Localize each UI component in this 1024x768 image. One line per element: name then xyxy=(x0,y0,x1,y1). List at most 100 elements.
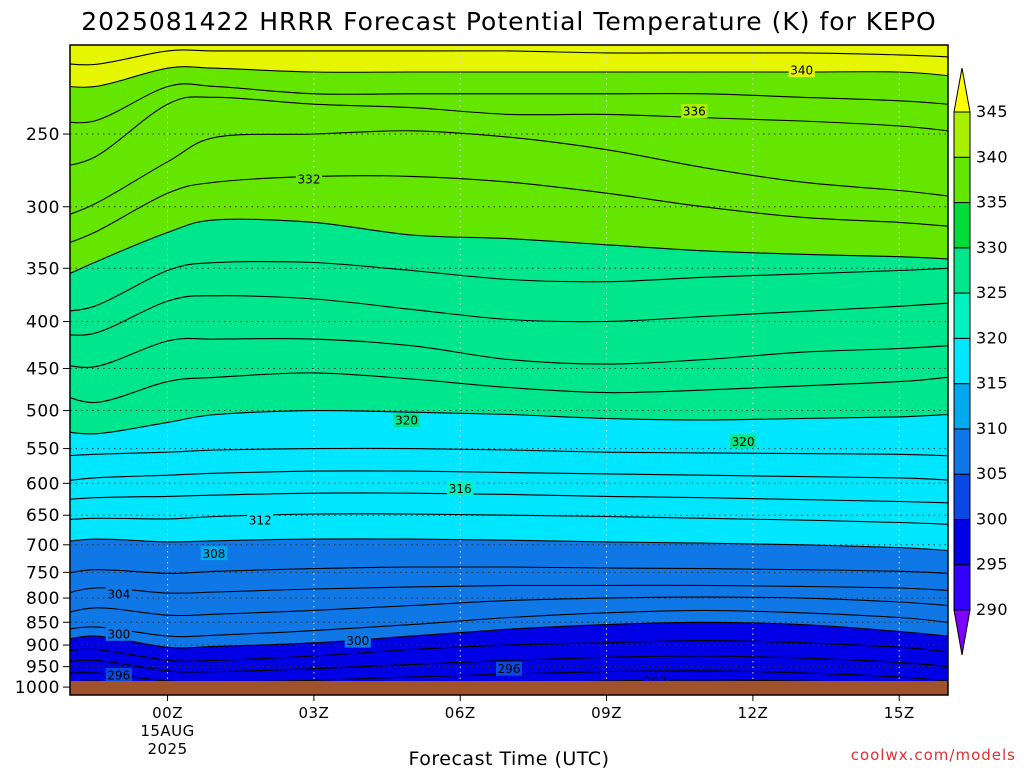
contour-line-320 xyxy=(70,409,948,435)
contour-label-300: 300 xyxy=(346,634,369,648)
contour-label-308: 308 xyxy=(202,547,225,561)
contour-label-bg xyxy=(295,172,323,187)
contour-label-316: 316 xyxy=(449,482,472,496)
colorbar-swatch xyxy=(953,111,971,158)
y-tick-label-800: 800 xyxy=(26,589,60,609)
colorbar-label-340: 340 xyxy=(976,147,1008,166)
contour-label-bg xyxy=(681,104,708,119)
contour-line-318 xyxy=(70,447,948,457)
y-tick-label-1000: 1000 xyxy=(15,678,60,698)
contour-label-312: 312 xyxy=(249,514,272,528)
contour-line-324 xyxy=(70,337,948,368)
colorbar-top-arrow xyxy=(953,67,971,113)
contour-line-342 xyxy=(70,49,948,66)
x-tick-label-06Z: 06Z xyxy=(445,704,476,722)
chart-title: 2025081422 HRRR Forecast Potential Tempe… xyxy=(81,7,936,36)
y-tick-label-900: 900 xyxy=(26,636,60,656)
contour-label-304: 304 xyxy=(107,588,130,602)
colorbar-swatch xyxy=(953,337,971,385)
y-tick-label-700: 700 xyxy=(26,536,60,556)
contour-line-316 xyxy=(70,470,948,481)
y-tick-label-550: 550 xyxy=(26,440,60,460)
contour-label-bg xyxy=(247,513,274,528)
plot-frame xyxy=(69,44,949,696)
colorbar-swatch xyxy=(953,292,971,339)
filled-contours xyxy=(70,45,948,695)
x-tick-label-12Z: 12Z xyxy=(737,704,768,722)
contour-line-306 xyxy=(70,584,948,594)
colorbar-label-305: 305 xyxy=(976,464,1008,483)
y-tick-label-250: 250 xyxy=(26,125,60,145)
colorbar-label-300: 300 xyxy=(976,509,1008,528)
colorbar-label-310: 310 xyxy=(976,419,1008,438)
contour-line-310 xyxy=(70,538,948,552)
y-tick-label-600: 600 xyxy=(26,474,60,494)
contour-label-296: 296 xyxy=(107,668,130,682)
contour-label-320: 320 xyxy=(732,435,755,449)
contour-line-302 xyxy=(70,609,948,638)
y-tick-label-950: 950 xyxy=(26,658,60,678)
colorbar-swatch xyxy=(953,518,971,566)
y-tick-label-500: 500 xyxy=(26,402,60,422)
colorbar-label-335: 335 xyxy=(976,193,1008,212)
contour-line-336 xyxy=(70,96,948,166)
contour-line-308 xyxy=(70,566,948,574)
colorbar-swatch xyxy=(953,202,971,249)
x-tick-date: 15AUG xyxy=(140,722,194,740)
x-axis-label: Forecast Time (UTC) xyxy=(409,748,610,768)
colorbar-swatch xyxy=(953,383,971,430)
y-tick-label-650: 650 xyxy=(26,506,60,526)
contour-label-320: 320 xyxy=(395,414,418,428)
contour-label-332: 332 xyxy=(298,173,321,187)
colorbar-swatch xyxy=(953,564,971,611)
contour-label-300: 300 xyxy=(107,627,130,641)
contour-line-326 xyxy=(70,295,948,336)
contour-label-bg xyxy=(105,667,132,682)
contour-line-298 xyxy=(70,640,948,662)
contour-label-bg xyxy=(447,481,474,496)
contour-label-bg xyxy=(105,626,132,641)
colorbar-label-315: 315 xyxy=(976,374,1008,393)
ground-strip xyxy=(70,681,948,695)
colorbar-swatch xyxy=(953,473,971,520)
contour-label-bg xyxy=(344,633,371,648)
contour-line-296 xyxy=(70,655,948,673)
contour-label-bg xyxy=(788,63,815,78)
contour-label-340: 340 xyxy=(790,64,813,78)
contour-line-338 xyxy=(70,83,948,124)
fill-band-340 xyxy=(70,45,948,88)
colorbar-label-330: 330 xyxy=(976,238,1008,257)
contour-label-bg xyxy=(105,587,132,602)
contour-line-332 xyxy=(70,175,948,244)
contour-label-336: 336 xyxy=(683,105,706,119)
contour-label-bg xyxy=(495,661,523,676)
colorbar-swatch xyxy=(953,247,971,294)
colorbar-label-290: 290 xyxy=(976,600,1008,619)
y-tick-label-300: 300 xyxy=(26,198,60,218)
y-tick-label-350: 350 xyxy=(26,259,60,279)
x-tick-label-09Z: 09Z xyxy=(591,704,622,722)
colorbar-bottom-arrow xyxy=(953,609,971,656)
colorbar-swatch xyxy=(953,428,971,475)
contour-line-334 xyxy=(70,130,948,215)
contour-line-314 xyxy=(70,492,948,504)
colorbar-label-325: 325 xyxy=(976,283,1008,302)
colorbar: 290 295 300 305 310 315 320 325 330 335 340 345 xyxy=(953,67,1008,656)
colorbar-label-345: 345 xyxy=(976,102,1008,121)
y-tick-label-850: 850 xyxy=(26,613,60,633)
credit-link[interactable]: coolwx.com/models xyxy=(851,746,1016,764)
contour-label-bg xyxy=(730,434,757,449)
contour-line-328 xyxy=(70,260,948,312)
contour-line-322 xyxy=(70,372,948,404)
contour-label-296: 296 xyxy=(498,662,521,676)
colorbar-label-295: 295 xyxy=(976,555,1008,574)
colorbar-swatch xyxy=(953,156,971,204)
contour-line-330 xyxy=(70,218,948,275)
y-tick-label-400: 400 xyxy=(26,313,60,333)
x-tick-year: 2025 xyxy=(147,740,187,758)
x-tick-label-00Z: 00Z xyxy=(152,704,183,722)
y-tick-label-450: 450 xyxy=(26,360,60,380)
